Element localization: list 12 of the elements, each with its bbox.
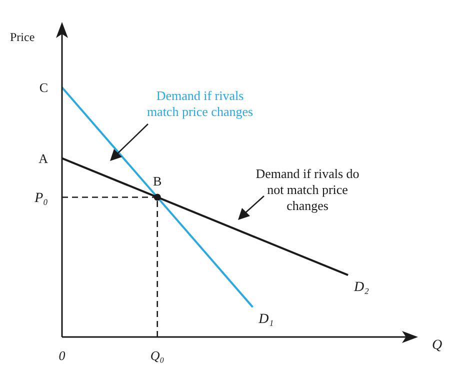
annotation: Demand if rivals match price changes xyxy=(146,88,254,120)
annotation: B xyxy=(153,174,162,189)
y-axis-title: Price xyxy=(10,30,35,45)
text: C xyxy=(39,80,48,96)
x-tick-label: 0 xyxy=(58,348,66,364)
x-axis-title: Q xyxy=(432,338,442,354)
series-label: D₁ xyxy=(258,312,274,328)
series-label: D₂ xyxy=(353,280,370,296)
ref-line-label: P₀ xyxy=(34,191,48,206)
text: A xyxy=(38,150,49,166)
annotation: Demand if rivals do not match price changes xyxy=(255,166,360,214)
x-tick-label: Q₀ xyxy=(150,348,164,364)
